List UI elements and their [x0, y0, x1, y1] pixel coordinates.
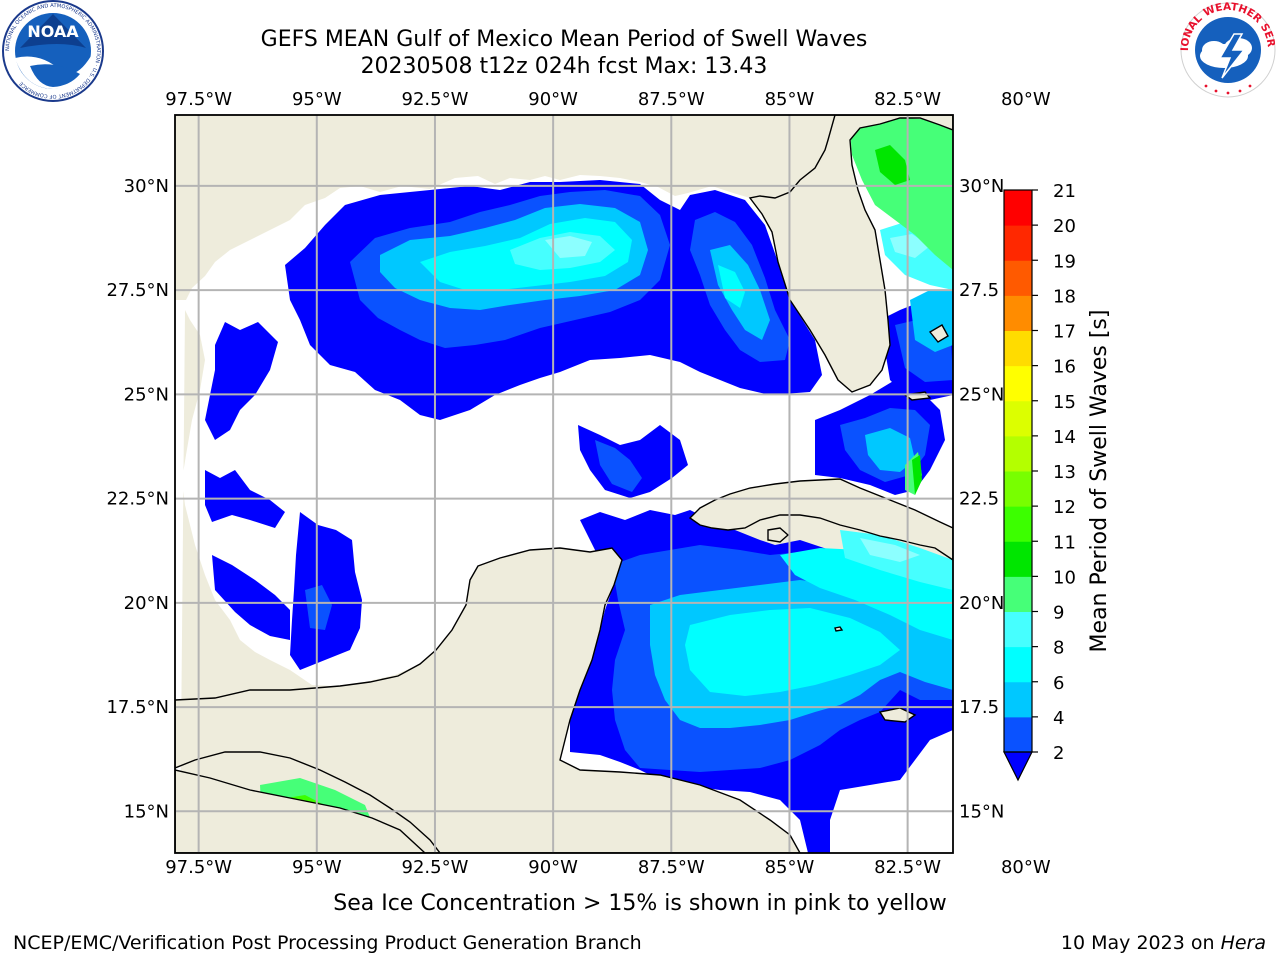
noaa-logo: NOAA NATIONAL OCEANIC AND ATMOSPHERIC AD…: [2, 0, 104, 102]
yucatan-peninsula: [175, 547, 801, 853]
lon-label-top: 85°W: [765, 89, 815, 110]
lon-label-bottom: 80°W: [1001, 857, 1051, 878]
colorbar-tick-label: 4: [1053, 708, 1064, 729]
lon-label-bottom: 97.5°W: [165, 857, 232, 878]
isle-of-youth: [767, 527, 790, 543]
colorbar-block: [1004, 365, 1032, 402]
colorbar-label: Mean Period of Swell Waves [s]: [1087, 310, 1112, 653]
host-name: Hera: [1220, 932, 1266, 954]
colorbar-tick-label: 2: [1053, 743, 1064, 764]
lat-label-left: 27.5°N: [106, 280, 169, 301]
lat-label-left: 20°N: [124, 593, 169, 614]
florida-peninsula: [748, 115, 953, 393]
colorbar-tick-label: 9: [1053, 603, 1064, 624]
lon-label-bottom: 90°W: [528, 857, 578, 878]
colorbar-tick-label: 12: [1053, 497, 1076, 518]
colorbar-tick-label: 13: [1053, 462, 1076, 483]
lat-label-left: 30°N: [124, 176, 169, 197]
lon-label-bottom: 85°W: [765, 857, 815, 878]
noaa-logo-text: NOAA: [27, 22, 79, 41]
map-frame: [174, 114, 954, 854]
colorbar-tick-label: 11: [1053, 532, 1076, 553]
lon-label-bottom: 82.5°W: [874, 857, 941, 878]
map-subtitle: 20230508 t12z 024h fcst Max: 13.43: [360, 54, 768, 79]
colorbar-block: [1004, 681, 1032, 718]
graticule: [175, 115, 953, 853]
map-title: GEFS MEAN Gulf of Mexico Mean Period of …: [260, 27, 868, 52]
colorbar-block: [1004, 435, 1032, 472]
map-area: [175, 115, 953, 853]
axis-labels: 97.5°W 97.5°W 95°W 95°W 92.5°W 92.5°W 90°W 90°W…: [106, 89, 1050, 878]
lon-label-top: 95°W: [292, 89, 342, 110]
bahamas-andros: [928, 324, 949, 343]
colorbar-tick-label: 21: [1053, 181, 1076, 202]
lat-label-right: 30°N: [959, 176, 1004, 197]
colorbar-block: [1004, 646, 1032, 683]
lon-label-top: 97.5°W: [165, 89, 232, 110]
lat-label-right: 15°N: [959, 801, 1004, 822]
colorbar-block: [1004, 225, 1032, 261]
lon-label-top: 90°W: [528, 89, 578, 110]
colorbar: 2 4 6 8 9 10 11 12 13 14 15 16 17 18 19 20 21 Mean Period…: [1003, 181, 1112, 782]
colorbar-block: [1004, 260, 1032, 296]
colorbar-tick-label: 17: [1053, 322, 1076, 343]
lon-label-top: 80°W: [1001, 89, 1051, 110]
nws-logo: NATIONAL WEATHER SERVICE: [1176, 0, 1277, 98]
colorbar-tick-label: 20: [1053, 216, 1076, 237]
lat-label-right: 22.5: [959, 489, 999, 510]
lon-label-top: 92.5°W: [402, 89, 469, 110]
colorbar-block: [1004, 400, 1032, 437]
cayman-island: [834, 626, 844, 632]
lat-label-left: 17.5°N: [106, 697, 169, 718]
colorbar-block: [1004, 471, 1032, 507]
colorbar-block: [1004, 611, 1032, 648]
lon-label-bottom: 92.5°W: [402, 857, 469, 878]
lon-label-bottom: 87.5°W: [638, 857, 705, 878]
field-11-12s: [875, 145, 922, 495]
colorbar-block: [1004, 716, 1032, 753]
lat-label-left: 15°N: [124, 801, 169, 822]
colorbar-block: [1004, 295, 1032, 331]
colorbar-block: [1004, 330, 1032, 367]
colorbar-extend-arrow: [1003, 751, 1033, 782]
lat-label-right: 20°N: [959, 593, 1004, 614]
colorbar-tick-label: 15: [1053, 392, 1076, 413]
colorbar-tick-label: 14: [1053, 427, 1076, 448]
lon-label-top: 87.5°W: [638, 89, 705, 110]
lon-label-top: 82.5°W: [874, 89, 941, 110]
colorbar-block: [1004, 541, 1032, 577]
colorbar-tick-label: 8: [1053, 638, 1064, 659]
jamaica-island: [878, 707, 917, 723]
colorbar-tick-label: 19: [1053, 251, 1076, 272]
lat-label-left: 25°N: [124, 384, 169, 405]
lat-label-right: 25°N: [959, 384, 1004, 405]
date-text: 10 May 2023 on: [1060, 932, 1215, 954]
colorbar-tick-label: 18: [1053, 286, 1076, 307]
lat-label-right: 17.5: [959, 697, 999, 718]
date-stamp: 10 May 2023 on Hera: [1061, 932, 1266, 954]
sea-ice-note: Sea Ice Concentration > 15% is shown in …: [333, 891, 947, 916]
credit-line: NCEP/EMC/Verification Post Processing Pr…: [13, 932, 642, 954]
colorbar-block: [1004, 190, 1032, 226]
colorbar-tick-label: 10: [1053, 567, 1076, 588]
lat-label-right: 27.5: [959, 280, 999, 301]
colorbar-tick-label: 6: [1053, 673, 1064, 694]
colorbar-block: [1004, 576, 1032, 612]
lon-label-bottom: 95°W: [292, 857, 342, 878]
colorbar-tick-label: 16: [1053, 357, 1076, 378]
lat-label-left: 22.5°N: [106, 489, 169, 510]
colorbar-block: [1004, 506, 1032, 542]
